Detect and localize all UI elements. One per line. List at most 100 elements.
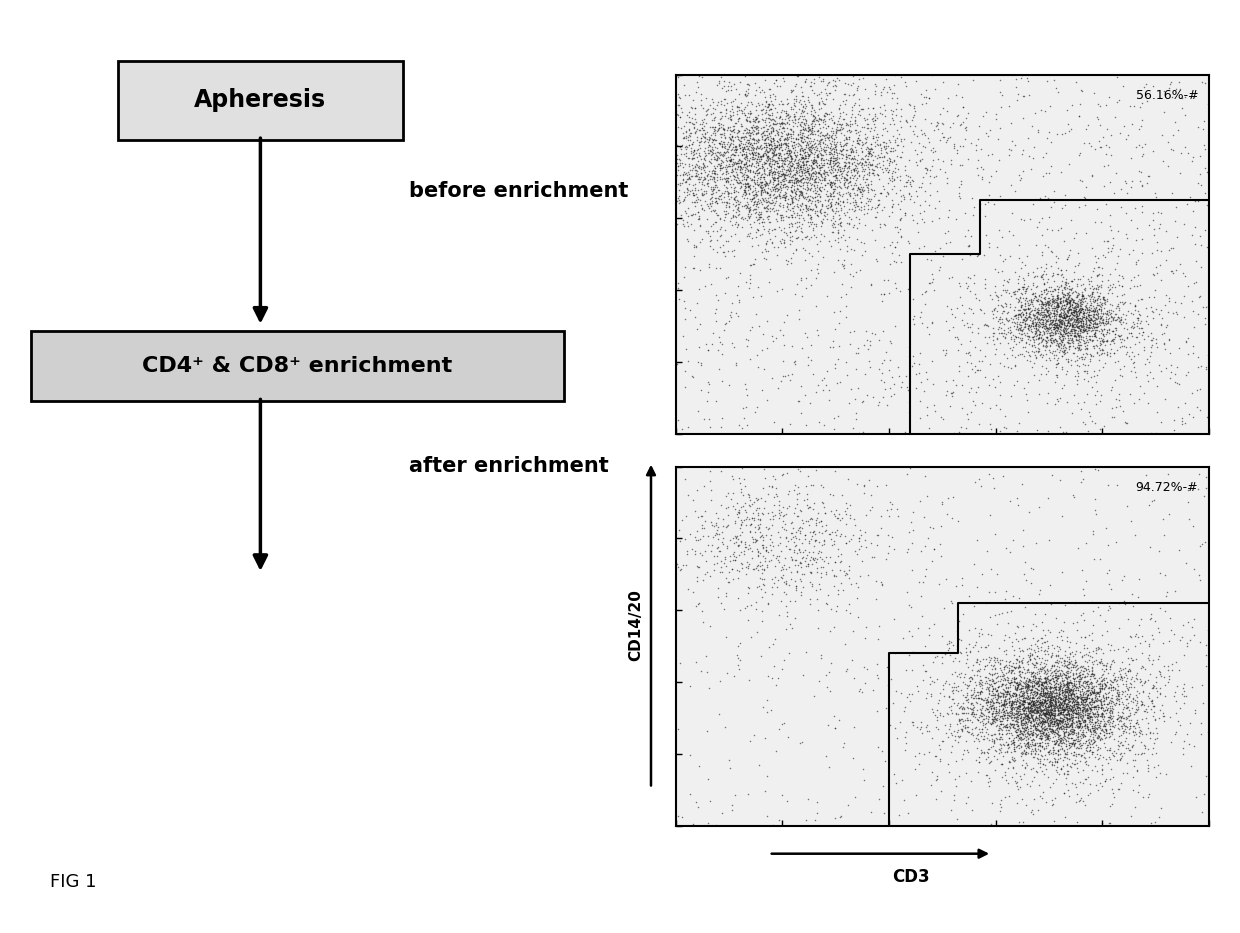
Point [977,691,997,706]
Point [785,171,805,186]
Point [870,141,890,156]
Point [839,337,859,352]
Point [1009,691,1029,706]
Point [1149,216,1169,231]
Point [1044,311,1064,326]
Point [1114,314,1133,329]
Point [1038,689,1058,704]
Point [774,567,794,582]
Point [725,513,745,528]
Point [1002,702,1022,717]
Point [977,658,997,673]
Point [905,749,925,764]
Point [808,266,828,281]
Point [1018,724,1038,739]
Point [694,172,714,187]
Point [1080,702,1100,717]
Point [1085,688,1105,703]
Point [1126,693,1146,708]
Point [1121,386,1141,401]
Point [735,156,755,171]
Point [1185,236,1205,251]
Point [903,644,923,659]
Point [1104,331,1123,346]
Point [1133,325,1153,340]
Point [686,194,706,209]
Point [1104,277,1123,292]
Point [768,670,787,685]
Point [714,135,734,150]
Point [1030,748,1050,763]
Point [667,176,687,191]
Point [1069,302,1089,317]
Point [981,287,1001,302]
Point [1058,281,1078,296]
Point [1076,753,1096,768]
Point [1012,707,1032,722]
Point [818,233,838,248]
Point [813,152,833,167]
Point [744,145,764,160]
Point [711,674,730,689]
Point [1064,299,1084,314]
Point [1022,692,1042,707]
Point [837,106,857,121]
Point [1021,212,1040,227]
Point [867,592,887,607]
Point [1050,650,1070,665]
Point [688,159,708,174]
Point [856,324,875,339]
Point [956,692,976,707]
Point [1066,719,1086,734]
Point [1033,347,1053,362]
Point [1039,743,1059,758]
Point [1095,337,1115,352]
Point [715,174,735,188]
Point [1030,731,1050,746]
Point [1090,713,1110,728]
Point [1140,348,1159,363]
Point [986,704,1006,719]
Point [1076,702,1096,717]
Point [1069,299,1089,313]
Point [994,696,1014,711]
Point [1032,716,1052,731]
Point [744,173,764,188]
Point [1053,718,1073,733]
Point [1050,705,1070,720]
Point [1059,683,1079,698]
Point [776,186,796,201]
Point [1013,707,1033,722]
Point [718,82,738,97]
Point [1061,653,1081,668]
Point [794,550,813,564]
Point [742,132,761,146]
Point [751,604,771,619]
Point [1042,597,1061,612]
Point [1090,285,1110,300]
Point [1042,327,1061,342]
Point [1034,693,1054,708]
Point [1053,700,1073,715]
Point [818,193,838,208]
Point [763,146,782,160]
Point [1109,273,1128,288]
Point [744,146,764,161]
Point [1192,716,1211,731]
Point [1047,678,1066,693]
Point [1053,718,1073,733]
Point [1106,307,1126,322]
Point [894,178,914,193]
Point [899,425,919,440]
Point [802,127,822,142]
Point [1073,305,1092,320]
Point [1090,732,1110,747]
Point [1058,677,1078,692]
Point [1053,677,1073,692]
Point [1018,702,1038,717]
Point [1055,297,1075,312]
Point [794,161,813,176]
Point [1055,308,1075,323]
Point [1060,647,1080,661]
Point [993,667,1013,682]
